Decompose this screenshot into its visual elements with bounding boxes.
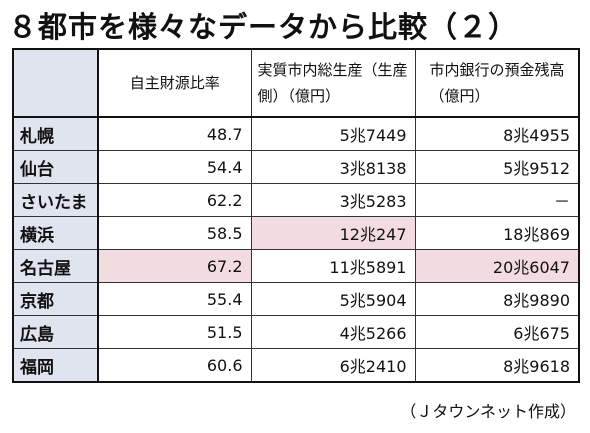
value-cell: 8兆4955 [414,116,580,151]
table-header: 自主財源比率 実質市内総生産（生産側）（億円） 市内銀行の預金残高（億円） [12,48,580,118]
value-cell: 6兆2410 [250,348,416,383]
value-cell: － [414,183,580,217]
header-row: 自主財源比率 実質市内総生産（生産側）（億円） 市内銀行の預金残高（億円） [12,48,580,118]
value-cell: 8兆9618 [414,348,580,383]
value-cell: 58.5 [97,216,252,250]
value-cell: 20兆6047 [414,249,580,283]
table-body: 札幌 48.7 5兆7449 8兆4955 仙台 54.4 3兆8138 5兆9512 さいたま… [12,116,580,383]
value-cell: 5兆9512 [414,150,580,184]
city-name: 名古屋 [12,249,99,283]
table-row: 仙台 54.4 3兆8138 5兆9512 [12,150,580,184]
title: ８都市を様々なデータから比較（２） [8,10,519,44]
city-name: 仙台 [12,150,99,184]
city-name: 広島 [12,315,99,349]
value-cell: 5兆5904 [250,282,416,316]
city-name: さいたま [12,183,99,217]
value-cell: 51.5 [97,315,252,349]
value-cell: 11兆5891 [250,249,416,283]
table-row: 福岡 60.6 6兆2410 8兆9618 [12,348,580,383]
city-name: 京都 [12,282,99,316]
value-cell: 60.6 [97,348,252,383]
city-name: 横浜 [12,216,99,250]
table-row: 札幌 48.7 5兆7449 8兆4955 [12,116,580,151]
value-cell: 67.2 [97,249,252,283]
table-row: 名古屋 67.2 11兆5891 20兆6047 [12,249,580,283]
table-row: 横浜 58.5 12兆247 18兆869 [12,216,580,250]
table-row: さいたま 62.2 3兆5283 － [12,183,580,217]
value-cell: 3兆5283 [250,183,416,217]
value-cell: 62.2 [97,183,252,217]
table-row: 京都 55.4 5兆5904 8兆9890 [12,282,580,316]
data-table: 自主財源比率 実質市内総生産（生産側）（億円） 市内銀行の預金残高（億円） 札幌… [12,48,580,383]
value-cell: 4兆5266 [250,315,416,349]
corner-cell [12,48,99,118]
value-cell: 12兆247 [250,216,416,250]
value-cell: 5兆7449 [250,116,416,151]
value-cell: 6兆675 [414,315,580,349]
value-cell: 55.4 [97,282,252,316]
city-name: 福岡 [12,348,99,383]
value-cell: 3兆8138 [250,150,416,184]
value-cell: 54.4 [97,150,252,184]
column-header: 実質市内総生産（生産側）（億円） [250,48,416,118]
value-cell: 18兆869 [414,216,580,250]
city-name: 札幌 [12,116,99,151]
source-note: （Ｊタウンネット作成） [400,402,576,421]
column-header: 自主財源比率 [97,48,252,118]
table-row: 広島 51.5 4兆5266 6兆675 [12,315,580,349]
value-cell: 48.7 [97,116,252,151]
value-cell: 8兆9890 [414,282,580,316]
column-header: 市内銀行の預金残高（億円） [414,48,580,118]
